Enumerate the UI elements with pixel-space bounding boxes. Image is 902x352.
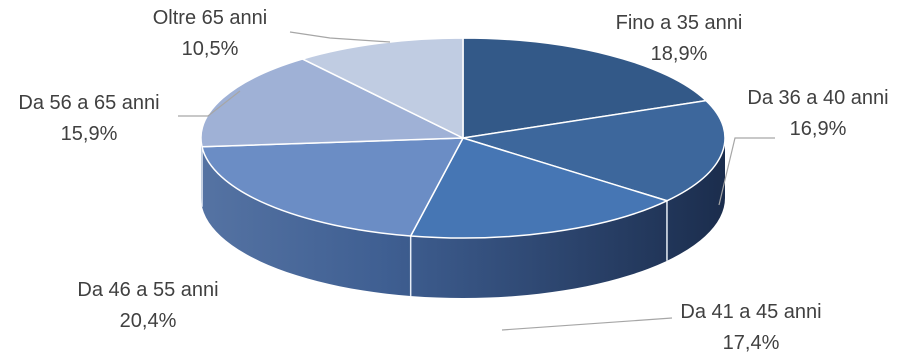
pie-slice-da-56-a-65-anni xyxy=(200,58,464,148)
slice-label-fino-a-35-anni: Fino a 35 anni xyxy=(616,12,743,34)
slice-label-da-36-a-40-anni: Da 36 a 40 anni xyxy=(747,87,888,109)
slice-value-da-56-a-65-anni: 15,9% xyxy=(61,123,118,145)
pie-slice-da-46-a-55-anni xyxy=(201,137,464,237)
leader-line-oltre-65-anni xyxy=(289,31,391,43)
leader-line-da-41-a-45-anni xyxy=(501,317,673,331)
pie-side-wall xyxy=(201,138,725,298)
slice-value-oltre-65-anni: 10,5% xyxy=(182,38,239,60)
pie-slice-oltre-65-anni xyxy=(301,37,464,139)
slice-value-fino-a-35-anni: 18,9% xyxy=(651,43,708,65)
slice-label-da-46-a-55-anni: Da 46 a 55 anni xyxy=(77,279,218,301)
pie-top-layer xyxy=(200,37,726,239)
slice-value-da-46-a-55-anni: 20,4% xyxy=(120,310,177,332)
pie-slice-fino-a-35-anni xyxy=(462,37,707,139)
leader-line-da-56-a-65-anni xyxy=(178,90,241,117)
pie-side-layer xyxy=(201,138,725,298)
slice-labels: Fino a 35 anni 18,9% Da 36 a 40 anni 16,9% D… xyxy=(18,7,888,352)
pie-slice-da-41-a-45-anni xyxy=(409,137,668,239)
slice-label-da-41-a-45-anni: Da 41 a 45 anni xyxy=(680,301,821,323)
leader-line-da-36-a-40-anni xyxy=(718,137,775,206)
slice-label-da-56-a-65-anni: Da 56 a 65 anni xyxy=(18,92,159,114)
slice-label-oltre-65-anni: Oltre 65 anni xyxy=(153,7,268,29)
pie-slice-da-36-a-40-anni xyxy=(462,99,726,202)
leader-lines xyxy=(178,31,775,331)
slice-value-da-36-a-40-anni: 16,9% xyxy=(790,118,847,140)
slice-value-da-41-a-45-anni: 17,4% xyxy=(723,332,780,352)
